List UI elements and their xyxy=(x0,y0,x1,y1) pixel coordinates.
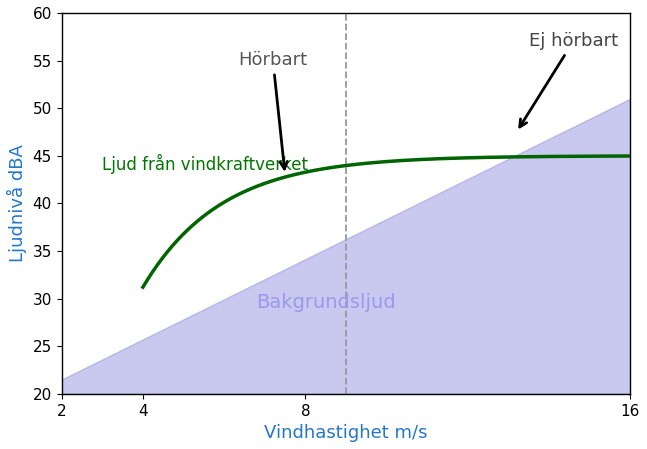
Text: Bakgrundsljud: Bakgrundsljud xyxy=(256,293,395,312)
Y-axis label: Ljudnivå dBA: Ljudnivå dBA xyxy=(7,145,27,262)
X-axis label: Vindhastighet m/s: Vindhastighet m/s xyxy=(264,424,428,442)
Text: Ljud från vindkraftverket: Ljud från vindkraftverket xyxy=(102,154,309,174)
Text: Ej hörbart: Ej hörbart xyxy=(520,32,618,127)
Text: Hörbart: Hörbart xyxy=(238,51,307,169)
